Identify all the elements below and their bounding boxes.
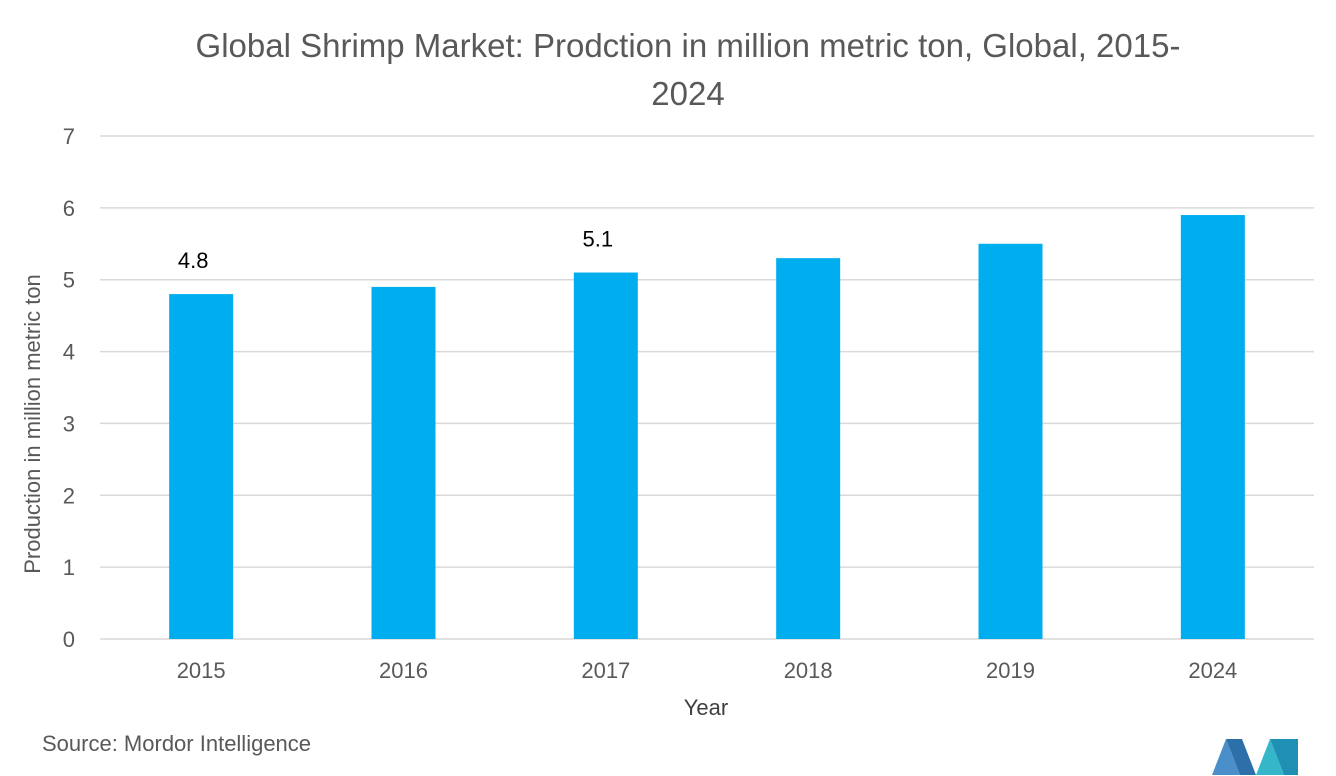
y-tick-label: 6 xyxy=(63,196,75,221)
data-label-2015: 4.8 xyxy=(178,248,209,273)
bars xyxy=(169,215,1245,640)
chart-title-line-2: 2024 xyxy=(651,75,725,112)
x-tick-label-2015: 2015 xyxy=(177,658,226,683)
y-tick-label: 0 xyxy=(63,627,75,652)
chart-title-line-1: Global Shrimp Market: Prodction in milli… xyxy=(195,27,1181,64)
x-axis-ticks: 2015 2016 2017 2018 2019 2024 xyxy=(177,658,1238,683)
x-tick-label-2016: 2016 xyxy=(379,658,428,683)
bar-2019 xyxy=(978,243,1043,640)
y-tick-label: 4 xyxy=(63,340,75,365)
x-tick-label-2019: 2019 xyxy=(986,658,1035,683)
y-tick-label: 2 xyxy=(63,483,75,508)
y-tick-label: 1 xyxy=(63,555,75,580)
data-labels: 4.8 5.1 xyxy=(178,227,613,274)
source-note: Source: Mordor Intelligence xyxy=(42,731,312,756)
mordor-intelligence-logo xyxy=(1212,739,1298,775)
bar-2024 xyxy=(1180,215,1245,640)
bar-2016 xyxy=(371,286,436,639)
gridlines xyxy=(100,135,1314,640)
y-axis-title: Production in million metric ton xyxy=(20,274,45,574)
x-tick-label-2024: 2024 xyxy=(1188,658,1237,683)
chart-title: Global Shrimp Market: Prodction in milli… xyxy=(120,22,1256,118)
y-axis-ticks: 0 1 2 3 4 5 6 7 xyxy=(63,124,75,652)
y-tick-label: 3 xyxy=(63,411,75,436)
y-tick-label: 5 xyxy=(63,268,75,293)
bar-2018 xyxy=(776,258,841,639)
x-tick-label-2018: 2018 xyxy=(784,658,833,683)
y-tick-label: 7 xyxy=(63,124,75,149)
bar-2017 xyxy=(573,272,638,639)
bar-2015 xyxy=(169,294,234,639)
data-label-2017: 5.1 xyxy=(583,227,614,252)
x-axis-title: Year xyxy=(684,695,728,720)
x-tick-label-2017: 2017 xyxy=(581,658,630,683)
